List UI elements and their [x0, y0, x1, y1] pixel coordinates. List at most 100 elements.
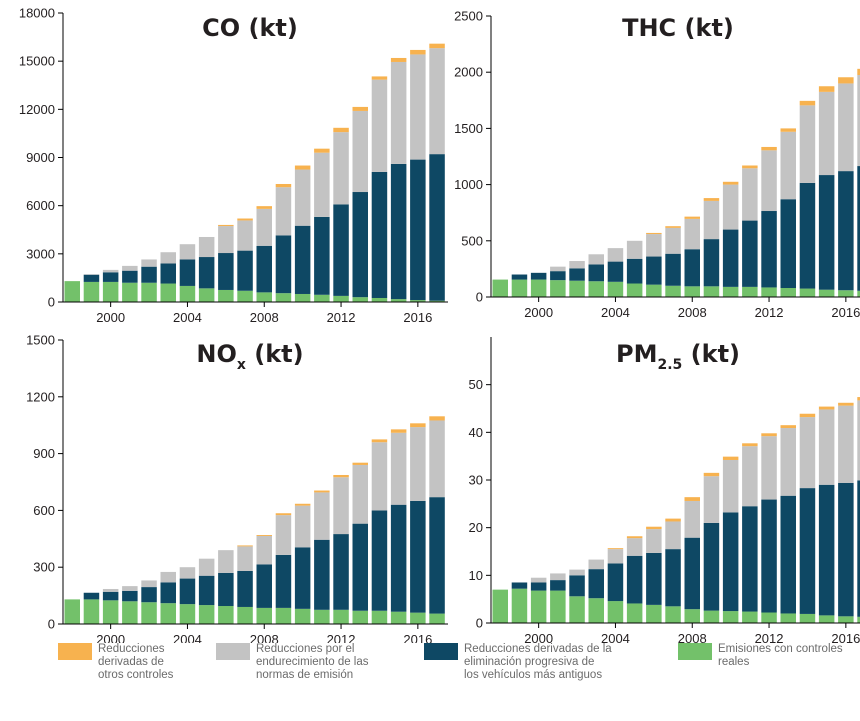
- bar-otros-2008: [256, 535, 272, 536]
- bar-emisiones-2017: [857, 290, 860, 297]
- bar-eliminacion-2011: [314, 539, 330, 610]
- bar-emisiones-2000: [530, 590, 547, 623]
- bar-eliminacion-2009: [275, 554, 292, 608]
- bar-normas-2012: [333, 132, 349, 205]
- bar-normas-2004: [179, 244, 196, 260]
- bar-otros-2017: [857, 68, 860, 76]
- chart-title: PM2.5 (kt): [616, 340, 740, 373]
- legend-swatch-eliminacion-vehiculos: [424, 643, 458, 660]
- bar-eliminacion-2015: [390, 504, 407, 612]
- bar-emisiones-1999: [83, 281, 100, 302]
- bar-eliminacion-2012: [761, 499, 777, 613]
- bar-otros-2009: [703, 198, 720, 201]
- bar-emisiones-2008: [256, 607, 272, 624]
- bar-eliminacion-2007: [665, 549, 681, 607]
- bar-emisiones-2014: [799, 288, 816, 297]
- bar-normas-2009: [703, 476, 720, 523]
- bar-otros-2010: [722, 456, 739, 460]
- bar-emisiones-2004: [607, 601, 624, 623]
- bar-normas-2006: [646, 529, 662, 553]
- bar-emisiones-2014: [371, 297, 388, 302]
- bar-eliminacion-2015: [818, 175, 835, 290]
- bar-normas-2015: [818, 409, 835, 485]
- bar-emisiones-2015: [818, 615, 835, 623]
- y-tick-label: 1500: [26, 333, 55, 348]
- legend-swatch-emisiones-reales: [678, 643, 712, 660]
- bar-normas-2001: [550, 573, 566, 581]
- bar-emisiones-2004: [179, 604, 196, 624]
- bar-normas-2000: [102, 269, 119, 273]
- bar-otros-2009: [703, 472, 720, 477]
- bar-emisiones-2016: [838, 616, 854, 623]
- x-tick-label: 2004: [601, 631, 630, 643]
- y-tick-label: 9000: [26, 150, 55, 165]
- bar-emisiones-2008: [256, 292, 272, 302]
- bar-normas-2015: [390, 432, 407, 505]
- bar-normas-2006: [646, 234, 662, 257]
- bar-emisiones-2004: [179, 285, 196, 302]
- x-tick-label: 2016: [831, 631, 860, 643]
- bar-normas-2009: [703, 200, 720, 240]
- bar-normas-2005: [198, 236, 215, 258]
- bar-eliminacion-2006: [218, 253, 234, 290]
- x-tick-label: 2000: [96, 632, 125, 643]
- bar-normas-2014: [371, 79, 388, 172]
- bar-emisiones-2000: [102, 281, 119, 302]
- bar-eliminacion-2000: [102, 272, 119, 282]
- bar-otros-2008: [256, 206, 272, 209]
- bar-eliminacion-2004: [607, 261, 624, 282]
- bar-emisiones-2002: [141, 602, 157, 624]
- bar-eliminacion-2009: [703, 239, 720, 287]
- bar-emisiones-2011: [314, 294, 330, 302]
- bar-normas-2004: [607, 549, 624, 564]
- bar-eliminacion-2016: [410, 500, 426, 613]
- bar-emisiones-2011: [314, 609, 330, 624]
- bar-eliminacion-2002: [141, 266, 157, 283]
- bar-eliminacion-2010: [294, 547, 311, 609]
- bar-normas-2008: [256, 208, 272, 246]
- y-tick-label: 2500: [454, 9, 483, 24]
- legend-label-emisiones-reales: Emisiones con controles reales: [718, 643, 843, 668]
- bar-normas-2006: [218, 550, 234, 573]
- bar-normas-2002: [141, 580, 157, 588]
- chart-panel-3: 0 10 20 30 40 50 2000 2004 2008 2012 2016 PM2.5 (kt…: [469, 337, 860, 643]
- bar-emisiones-2012: [333, 295, 349, 302]
- bar-eliminacion-2009: [275, 235, 292, 294]
- bar-emisiones-2007: [665, 606, 681, 623]
- bar-otros-2004: [607, 548, 624, 550]
- bar-normas-2002: [569, 569, 585, 576]
- bar-eliminacion-2010: [294, 225, 311, 294]
- legend-label-otros-controles: Reducciones derivadas de otros controles: [98, 643, 174, 681]
- bar-otros-2011: [314, 490, 330, 493]
- x-tick-label: 2008: [678, 631, 707, 643]
- bar-eliminacion-2009: [703, 522, 720, 611]
- bar-emisiones-2015: [818, 289, 835, 297]
- bar-otros-2015: [390, 57, 407, 62]
- bar-eliminacion-2001: [550, 271, 566, 281]
- bar-normas-2007: [237, 546, 253, 571]
- bar-normas-2008: [256, 535, 272, 565]
- bar-normas-2015: [818, 91, 835, 176]
- bar-eliminacion-2010: [722, 512, 739, 612]
- bar-emisiones-2010: [722, 286, 739, 297]
- bar-otros-2013: [780, 425, 796, 429]
- y-tick-label: 1200: [26, 389, 55, 404]
- bar-eliminacion-2004: [179, 578, 196, 605]
- y-tick-label: 15000: [19, 54, 55, 69]
- bar-normas-2012: [333, 477, 349, 535]
- y-tick-label: 600: [33, 503, 55, 518]
- bar-normas-2008: [684, 500, 700, 538]
- bar-emisiones-1999: [511, 588, 528, 623]
- bar-eliminacion-2004: [607, 563, 624, 602]
- bar-emisiones-1998: [64, 281, 80, 302]
- bar-eliminacion-2001: [122, 270, 138, 283]
- legend-label-eliminacion-vehiculos: Reducciones derivadas de la eliminación …: [464, 643, 612, 681]
- bar-eliminacion-2003: [160, 263, 176, 284]
- bar-eliminacion-2005: [626, 555, 643, 604]
- chart-title: THC (kt): [622, 14, 734, 42]
- bar-emisiones-2013: [780, 288, 796, 297]
- bar-otros-2009: [275, 183, 292, 188]
- bar-normas-2017: [857, 400, 860, 481]
- bar-emisiones-2011: [742, 611, 758, 623]
- bar-otros-2013: [352, 106, 368, 111]
